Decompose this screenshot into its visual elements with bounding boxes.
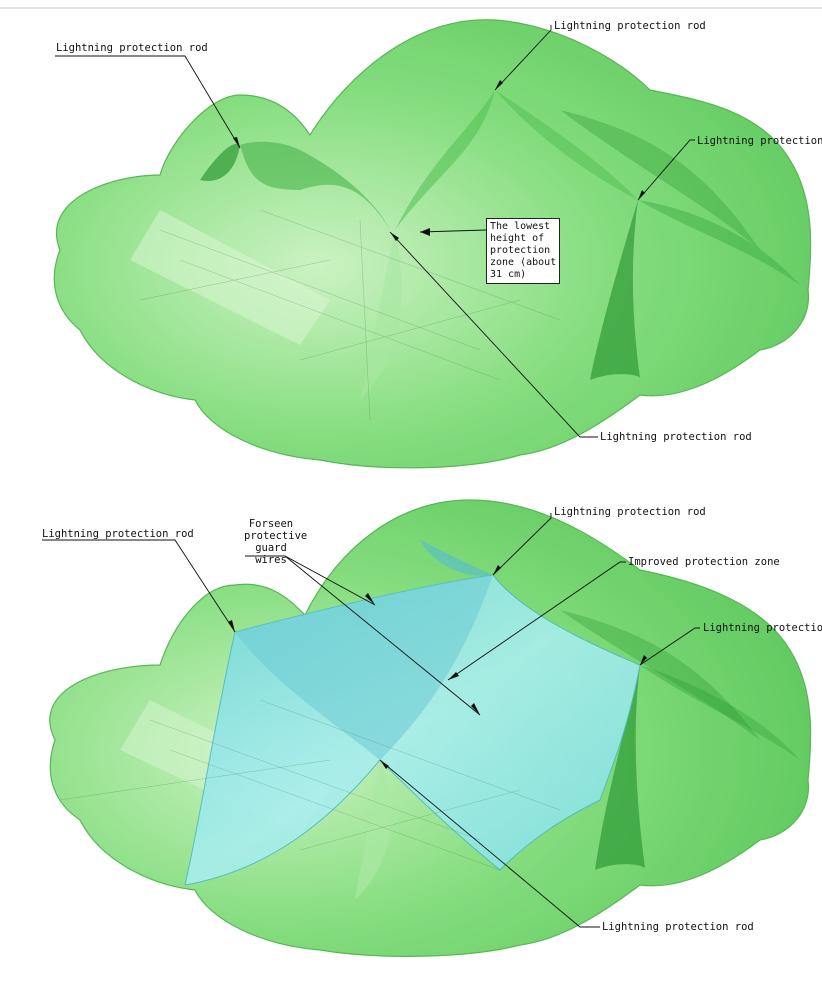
lowest-height-note: The lowest height of protection zone (ab… [486, 218, 561, 284]
top-rod-label-right: Lightning protection rod [697, 135, 822, 147]
guard-wires-line-1: Forseen [248, 518, 294, 530]
guard-wires-line-2: protective [244, 530, 308, 542]
bottom-arrowheads [228, 565, 647, 769]
bottom-rod-label-bottom: Lightning protection rod [602, 921, 754, 933]
lowest-height-note-line-5: 31 cm) [490, 269, 527, 280]
guard-wires-label: Forseen protective guard wires [244, 518, 308, 566]
top-rod-label-bottom: Lightning protection rod [600, 431, 752, 443]
lowest-height-note-line-2: height of [490, 233, 545, 244]
bottom-rod-label-top: Lightning protection rod [554, 506, 706, 518]
top-protection-zone [53, 19, 812, 469]
top-rod-label-left: Lightning protection rod [56, 42, 208, 54]
improved-zone-label: Improved protection zone [628, 556, 780, 568]
bottom-rod-label-left: Lightning protection rod [42, 528, 194, 540]
lowest-height-note-line-4: zone (about [490, 257, 557, 268]
lowest-height-note-line-3: protection [490, 245, 551, 256]
lowest-height-note-line-1: The lowest [490, 221, 551, 232]
top-rod-label-top: Lightning protection rod [554, 20, 706, 32]
bottom-leader-lines [42, 513, 700, 928]
guard-wires-line-3: guard wires [255, 542, 287, 566]
bottom-rod-label-right: Lightning protection ro [703, 622, 822, 634]
bottom-protection-zone [49, 499, 812, 957]
top-arrowheads [233, 80, 645, 241]
